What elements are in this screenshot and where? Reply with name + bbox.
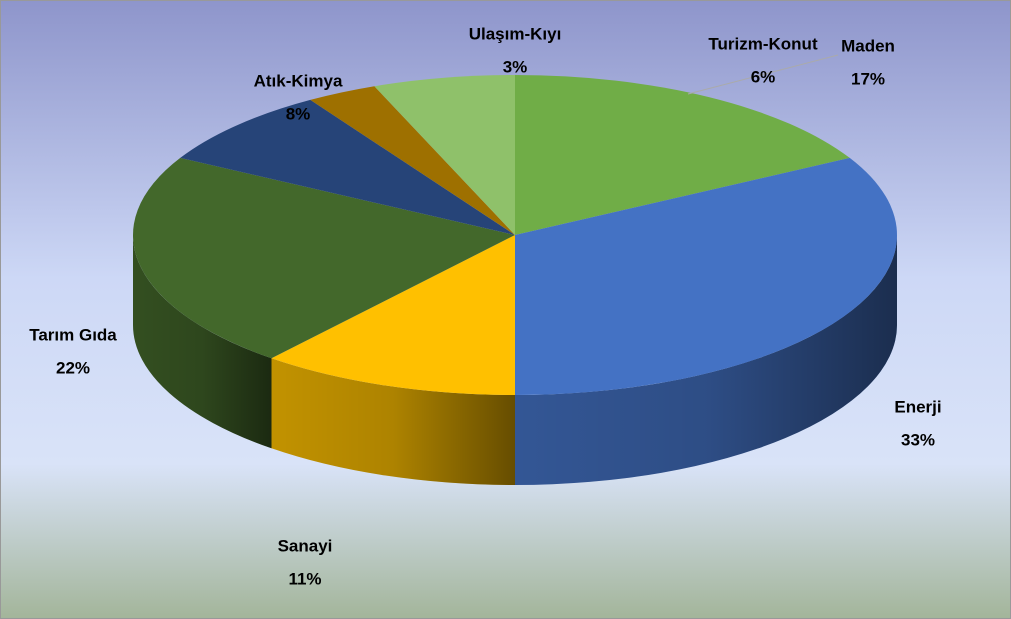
slice-side-shade bbox=[133, 235, 272, 449]
labels: Maden 17% Enerji 33% Sanayi 11% Tarım Gıda 22% A… bbox=[29, 24, 941, 588]
slice bbox=[515, 157, 897, 395]
data-label-value: 6% bbox=[751, 67, 776, 86]
leader-line bbox=[687, 54, 839, 95]
slice bbox=[515, 75, 850, 235]
pie bbox=[133, 75, 897, 485]
data-label-value: 11% bbox=[288, 569, 321, 588]
data-label-value: 22% bbox=[56, 358, 90, 377]
slice bbox=[310, 86, 515, 235]
data-label-name: Atık-Kimya bbox=[254, 71, 343, 90]
slice-side-shade bbox=[515, 235, 897, 485]
slice bbox=[133, 157, 515, 359]
data-label-name: Tarım Gıda bbox=[29, 325, 117, 344]
data-label-name: Ulaşım-Kıyı bbox=[469, 24, 562, 43]
slice bbox=[374, 75, 515, 235]
data-label-value: 8% bbox=[286, 104, 311, 123]
slice bbox=[271, 235, 515, 395]
slice bbox=[180, 99, 515, 235]
slice-side-shade bbox=[271, 358, 515, 485]
data-label-name: Sanayi bbox=[278, 536, 333, 555]
data-label-name: Turizm-Konut bbox=[708, 34, 818, 53]
data-label-value: 17% bbox=[851, 69, 885, 88]
data-label-value: 3% bbox=[503, 57, 528, 76]
data-label-name: Maden bbox=[841, 36, 895, 55]
data-label-value: 33% bbox=[901, 430, 935, 449]
data-label-name: Enerji bbox=[894, 397, 941, 416]
